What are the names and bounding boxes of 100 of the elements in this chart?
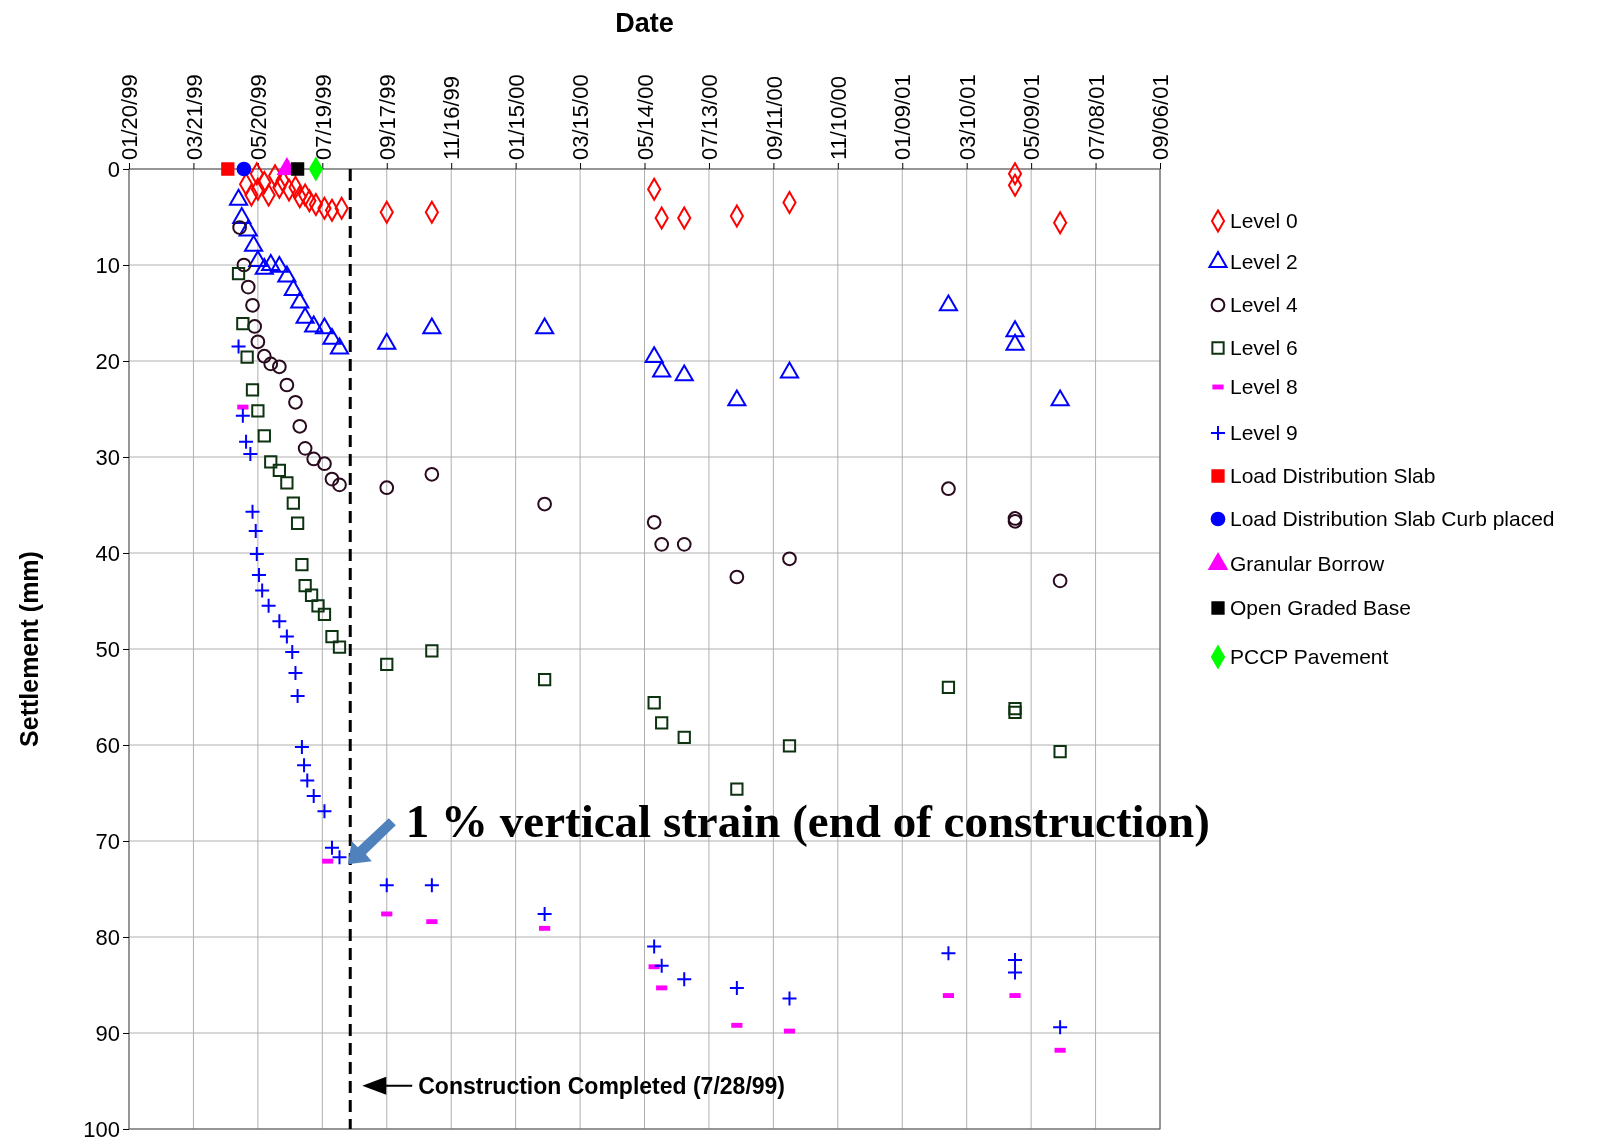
point bbox=[271, 359, 287, 375]
point bbox=[280, 476, 294, 490]
point bbox=[230, 338, 247, 355]
point bbox=[297, 441, 313, 456]
point bbox=[676, 537, 692, 552]
point bbox=[536, 905, 553, 922]
x-tick-label: 03/21/99 bbox=[181, 74, 207, 160]
point bbox=[782, 739, 797, 753]
point bbox=[677, 730, 691, 744]
legend-label: Level 2 bbox=[1230, 250, 1298, 274]
point bbox=[332, 477, 347, 493]
legend-label: PCCP Pavement bbox=[1230, 645, 1389, 669]
point bbox=[324, 471, 340, 487]
point bbox=[728, 979, 745, 996]
legend-label: Level 9 bbox=[1230, 421, 1298, 445]
x-tick-label: 01/20/99 bbox=[117, 74, 143, 160]
point bbox=[248, 545, 265, 562]
point bbox=[242, 446, 259, 463]
x-tick-label: 05/09/01 bbox=[1019, 74, 1045, 160]
point bbox=[279, 377, 295, 393]
point bbox=[271, 613, 288, 630]
x-tick-label: 07/13/00 bbox=[697, 74, 723, 160]
x-tick-label: 11/16/99 bbox=[439, 75, 465, 160]
point bbox=[264, 455, 278, 469]
x-tick-label: 05/20/99 bbox=[246, 74, 272, 160]
point bbox=[537, 673, 552, 687]
point bbox=[306, 451, 322, 467]
point bbox=[537, 496, 552, 512]
point bbox=[236, 161, 252, 177]
x-tick-label: 11/10/00 bbox=[826, 75, 852, 160]
y-tick-label: 30 bbox=[95, 444, 120, 470]
y-tick-label: 100 bbox=[83, 1116, 120, 1142]
point bbox=[284, 643, 301, 660]
point bbox=[646, 514, 662, 530]
point bbox=[311, 599, 325, 613]
point bbox=[940, 945, 957, 962]
point bbox=[296, 757, 313, 774]
point bbox=[260, 597, 277, 614]
x-tick-label: 05/14/00 bbox=[632, 74, 658, 160]
y-tick-label: 40 bbox=[95, 540, 120, 566]
x-tick-label: 03/10/01 bbox=[954, 74, 980, 160]
point bbox=[263, 356, 279, 372]
legend-label: Level 8 bbox=[1230, 375, 1298, 399]
point bbox=[423, 877, 440, 894]
point bbox=[317, 607, 332, 622]
point bbox=[317, 456, 332, 472]
point bbox=[781, 990, 798, 1007]
point bbox=[941, 481, 956, 497]
point bbox=[654, 537, 670, 552]
legend-label: Level 0 bbox=[1230, 209, 1298, 233]
point bbox=[424, 466, 440, 482]
point bbox=[380, 657, 394, 671]
y-tick-label: 0 bbox=[107, 156, 120, 182]
point bbox=[293, 738, 310, 755]
point bbox=[729, 569, 745, 585]
point bbox=[236, 316, 250, 331]
point bbox=[289, 688, 306, 705]
y-tick-label: 90 bbox=[95, 1020, 120, 1046]
point bbox=[316, 803, 333, 820]
point bbox=[286, 496, 300, 510]
y-tick-label: 10 bbox=[95, 252, 120, 278]
point bbox=[378, 877, 395, 894]
annotation: 1 % vertical strain (end of construction) bbox=[405, 794, 1210, 847]
point bbox=[238, 433, 255, 450]
point bbox=[730, 782, 744, 796]
point bbox=[332, 640, 347, 654]
y-tick-label: 80 bbox=[95, 924, 120, 950]
point bbox=[234, 407, 251, 424]
point bbox=[272, 463, 286, 478]
point bbox=[676, 971, 693, 988]
point bbox=[295, 557, 309, 572]
point bbox=[221, 162, 235, 176]
point bbox=[288, 394, 303, 410]
legend-label: Granular Borrow bbox=[1230, 552, 1385, 576]
point bbox=[1052, 573, 1068, 589]
legend-label: Open Graded Base bbox=[1230, 596, 1411, 620]
point bbox=[290, 162, 305, 176]
point bbox=[292, 418, 308, 434]
point bbox=[236, 257, 252, 273]
point bbox=[290, 516, 305, 530]
chart-title: Date bbox=[615, 8, 674, 38]
x-tick-label: 09/06/01 bbox=[1148, 74, 1174, 160]
point bbox=[653, 957, 670, 974]
x-tick-label: 09/11/00 bbox=[761, 75, 787, 160]
point bbox=[244, 503, 261, 520]
x-tick-label: 01/15/00 bbox=[503, 74, 529, 160]
point bbox=[287, 665, 304, 681]
point bbox=[247, 522, 264, 539]
point bbox=[646, 938, 663, 955]
y-tick-label: 70 bbox=[95, 828, 120, 854]
x-tick-label: 03/15/00 bbox=[568, 74, 594, 160]
point bbox=[655, 716, 669, 730]
point bbox=[251, 404, 265, 418]
point bbox=[425, 644, 439, 658]
x-tick-label: 01/09/01 bbox=[890, 74, 916, 160]
point bbox=[1008, 705, 1022, 719]
legend-label: Level 4 bbox=[1230, 293, 1299, 317]
point bbox=[257, 429, 271, 443]
point bbox=[1052, 1019, 1069, 1036]
point bbox=[647, 696, 661, 710]
